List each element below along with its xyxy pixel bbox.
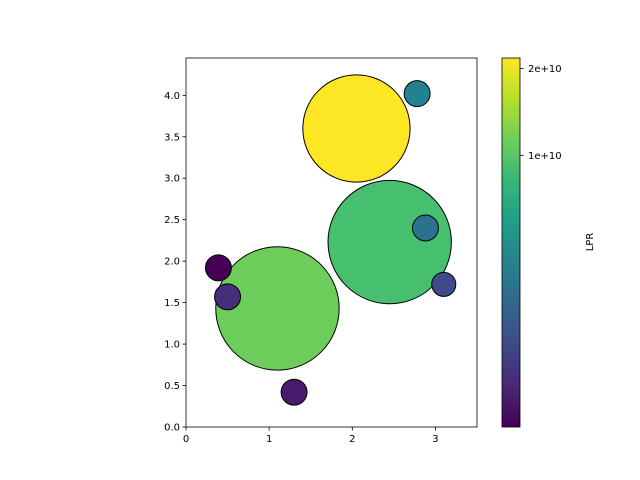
data-point-1 [302,74,411,183]
y-tick-label: 1.0 [164,340,180,351]
data-point-2 [327,179,452,305]
data-point-7 [204,254,232,282]
data-point-0 [215,246,340,371]
points-layer [204,74,457,406]
x-tick-label: 0 [183,434,189,445]
x-tick-label: 2 [349,434,355,445]
data-point-5 [403,80,431,108]
plot-frame [185,57,478,428]
y-axis: 0.0 0.5 1.0 1.5 2.0 2.5 3.0 3.5 4.0 [164,91,186,434]
colorbar [501,57,521,428]
data-point-3 [214,283,242,311]
y-tick-label: 2.0 [164,257,180,268]
y-tick-label: 4.0 [164,91,180,102]
x-tick-label: 1 [266,434,272,445]
data-point-8 [280,378,308,406]
y-tick-label: 1.5 [164,298,180,309]
y-tick-label: 3.0 [164,174,180,185]
colorbar-tick-label: 1e+10 [528,151,562,162]
colorbar-label: LPR [585,233,596,252]
y-tick-label: 2.5 [164,215,180,226]
colorbar-axis: 1e+10 2e+10 [520,64,562,162]
y-tick-label: 0.0 [164,423,180,434]
y-tick-label: 0.5 [164,381,180,392]
x-axis: 0 1 2 3 [183,427,439,445]
data-point-4 [431,271,457,297]
colorbar-tick-label: 2e+10 [528,64,562,75]
x-tick-label: 3 [432,434,438,445]
y-tick-label: 3.5 [164,132,180,143]
data-point-6 [411,214,439,242]
